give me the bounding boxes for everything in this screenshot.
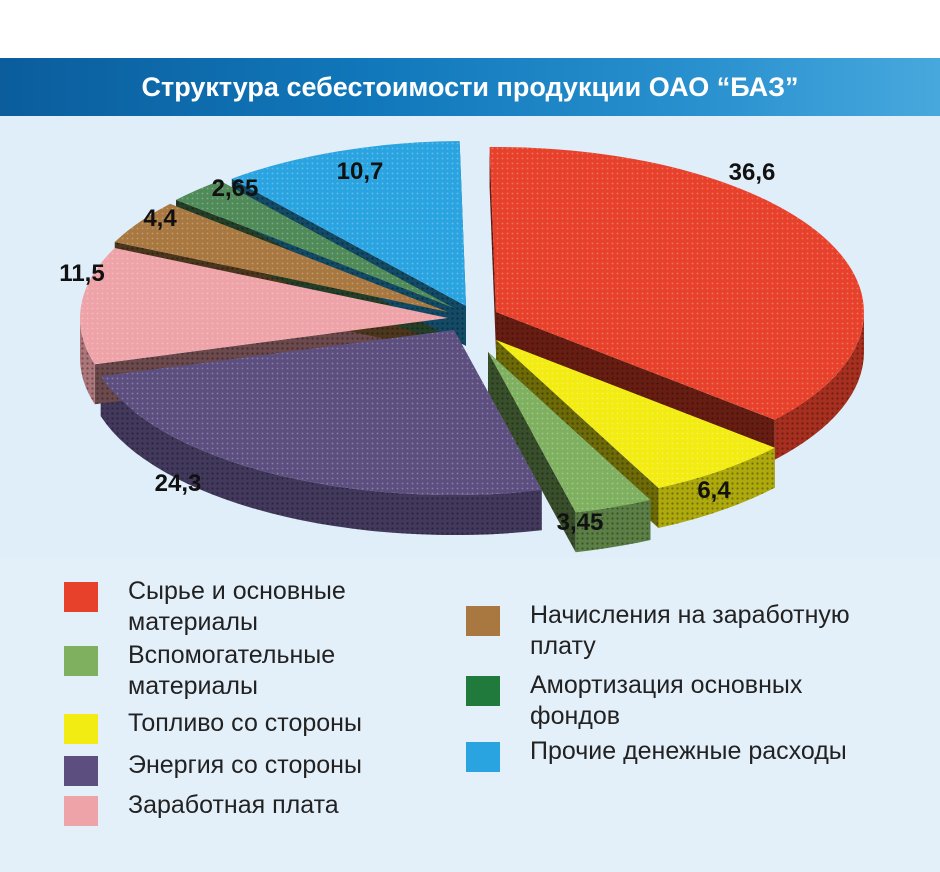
pie-chart: 36,6 6,4 3,45 24,3 11,5 4,4 2,65 10,7 — [59, 141, 864, 553]
legend-item-right-2: Прочие денежные расходы — [466, 736, 847, 772]
legend-item-right-0: Начисления на заработную плату — [466, 600, 850, 662]
legend-label: Амортизация основных фондов — [530, 671, 803, 730]
legend-swatch — [466, 606, 500, 636]
pie-slice-4 — [80, 248, 448, 365]
legend-swatch — [64, 582, 98, 612]
legend-swatch — [64, 714, 98, 744]
legend-item-left-1: Вспомогательные материалы — [64, 640, 335, 702]
legend-label: Энергия со стороны — [128, 751, 362, 779]
value-label-6: 2,65 — [212, 175, 259, 202]
value-label-5: 4,4 — [143, 205, 177, 232]
legend-item-left-4: Заработная плата — [64, 790, 339, 826]
pie-slice-0 — [489, 147, 864, 420]
value-label-0: 36,6 — [729, 159, 776, 186]
value-label-1: 6,4 — [697, 477, 731, 504]
pie-slice-1 — [496, 340, 775, 488]
legend-item-right-1: Амортизация основных фондов — [466, 670, 802, 732]
legend-swatch — [466, 676, 500, 706]
value-label-4: 11,5 — [59, 260, 104, 287]
legend-swatch — [64, 796, 98, 826]
legend-item-left-3: Энергия со стороны — [64, 750, 362, 786]
pie-slice-7 — [231, 141, 466, 306]
legend-label: Топливо со стороны — [128, 709, 362, 737]
legend-label: Заработная плата — [128, 791, 339, 819]
pie-slice-6 — [176, 180, 454, 308]
chart-area: 36,6 6,4 3,45 24,3 11,5 4,4 2,65 10,7 — [0, 116, 940, 558]
legend-label: Вспомогательные материалы — [128, 641, 336, 700]
value-label-3: 24,3 — [155, 470, 202, 497]
title-bar: Структура себестоимости продукции ОАО “Б… — [0, 58, 940, 116]
legend-label: Начисления на заработную плату — [530, 601, 850, 660]
legend-swatch — [466, 742, 500, 772]
pie-slice-3 — [100, 330, 542, 495]
legend-label: Сырье и основные материалы — [128, 577, 346, 636]
legend-swatch — [64, 756, 98, 786]
legend-item-left-2: Топливо со стороны — [64, 708, 362, 744]
pie-slice-5 — [114, 203, 449, 312]
pie-slice-2 — [488, 352, 651, 513]
value-label-2: 3,45 — [557, 509, 604, 536]
legend-label: Прочие денежные расходы — [530, 737, 847, 765]
legend-swatch — [64, 646, 98, 676]
legend-item-left-0: Сырье и основные материалы — [64, 576, 346, 638]
value-label-7: 10,7 — [337, 158, 384, 185]
legend: Сырье и основные материалы Вспомогательны… — [0, 558, 940, 872]
chart-title: Структура себестоимости продукции ОАО “Б… — [141, 72, 799, 102]
